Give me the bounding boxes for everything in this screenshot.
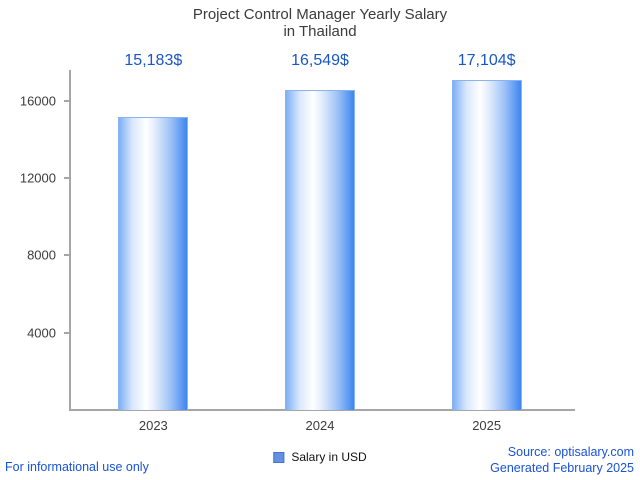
plot-area bbox=[70, 70, 570, 410]
y-tick-label-8000: 8000 bbox=[27, 247, 56, 263]
legend[interactable]: Salary in USD bbox=[273, 450, 367, 464]
y-tick-mark-4000 bbox=[64, 331, 69, 334]
chart-title-line1: Project Control Manager Yearly Salary bbox=[192, 6, 448, 23]
x-axis-labels: 2023 2024 2025 bbox=[70, 418, 570, 436]
y-tick-mark-8000 bbox=[64, 254, 69, 257]
bar-2024[interactable] bbox=[285, 90, 355, 410]
bar-2025[interactable] bbox=[451, 80, 522, 410]
chart-title-line2: in Thailand bbox=[283, 23, 357, 40]
chart-title: Project Control Manager Yearly Salary in… bbox=[0, 6, 640, 40]
y-tick-mark-16000 bbox=[64, 99, 69, 102]
y-tick-label-12000: 12000 bbox=[19, 170, 56, 186]
source-block: Source: optisalary.com Generated Februar… bbox=[490, 444, 634, 476]
source-link[interactable]: Source: optisalary.com bbox=[507, 445, 634, 459]
value-label-2025: 17,104$ bbox=[457, 52, 516, 69]
x-label-2023: 2023 bbox=[138, 418, 168, 433]
informational-note: For informational use only bbox=[5, 460, 149, 474]
x-axis-line bbox=[69, 409, 575, 411]
legend-label: Salary in USD bbox=[291, 450, 367, 464]
value-label-2024: 16,549$ bbox=[291, 52, 349, 69]
legend-swatch-icon bbox=[273, 451, 285, 463]
bar-2023[interactable] bbox=[118, 117, 189, 410]
y-tick-mark-12000 bbox=[64, 177, 69, 180]
x-label-2024: 2024 bbox=[305, 418, 335, 433]
x-label-2025: 2025 bbox=[472, 418, 502, 433]
y-axis-ticks: 4000 8000 12000 16000 bbox=[0, 70, 70, 410]
generated-date: Generated February 2025 bbox=[490, 461, 634, 475]
y-tick-label-4000: 4000 bbox=[27, 325, 56, 341]
y-tick-label-16000: 16000 bbox=[19, 93, 56, 109]
value-labels-row: 15,183$ 16,549$ 17,104$ bbox=[70, 52, 570, 74]
value-label-2023: 15,183$ bbox=[124, 52, 183, 69]
y-axis-line bbox=[69, 70, 71, 411]
